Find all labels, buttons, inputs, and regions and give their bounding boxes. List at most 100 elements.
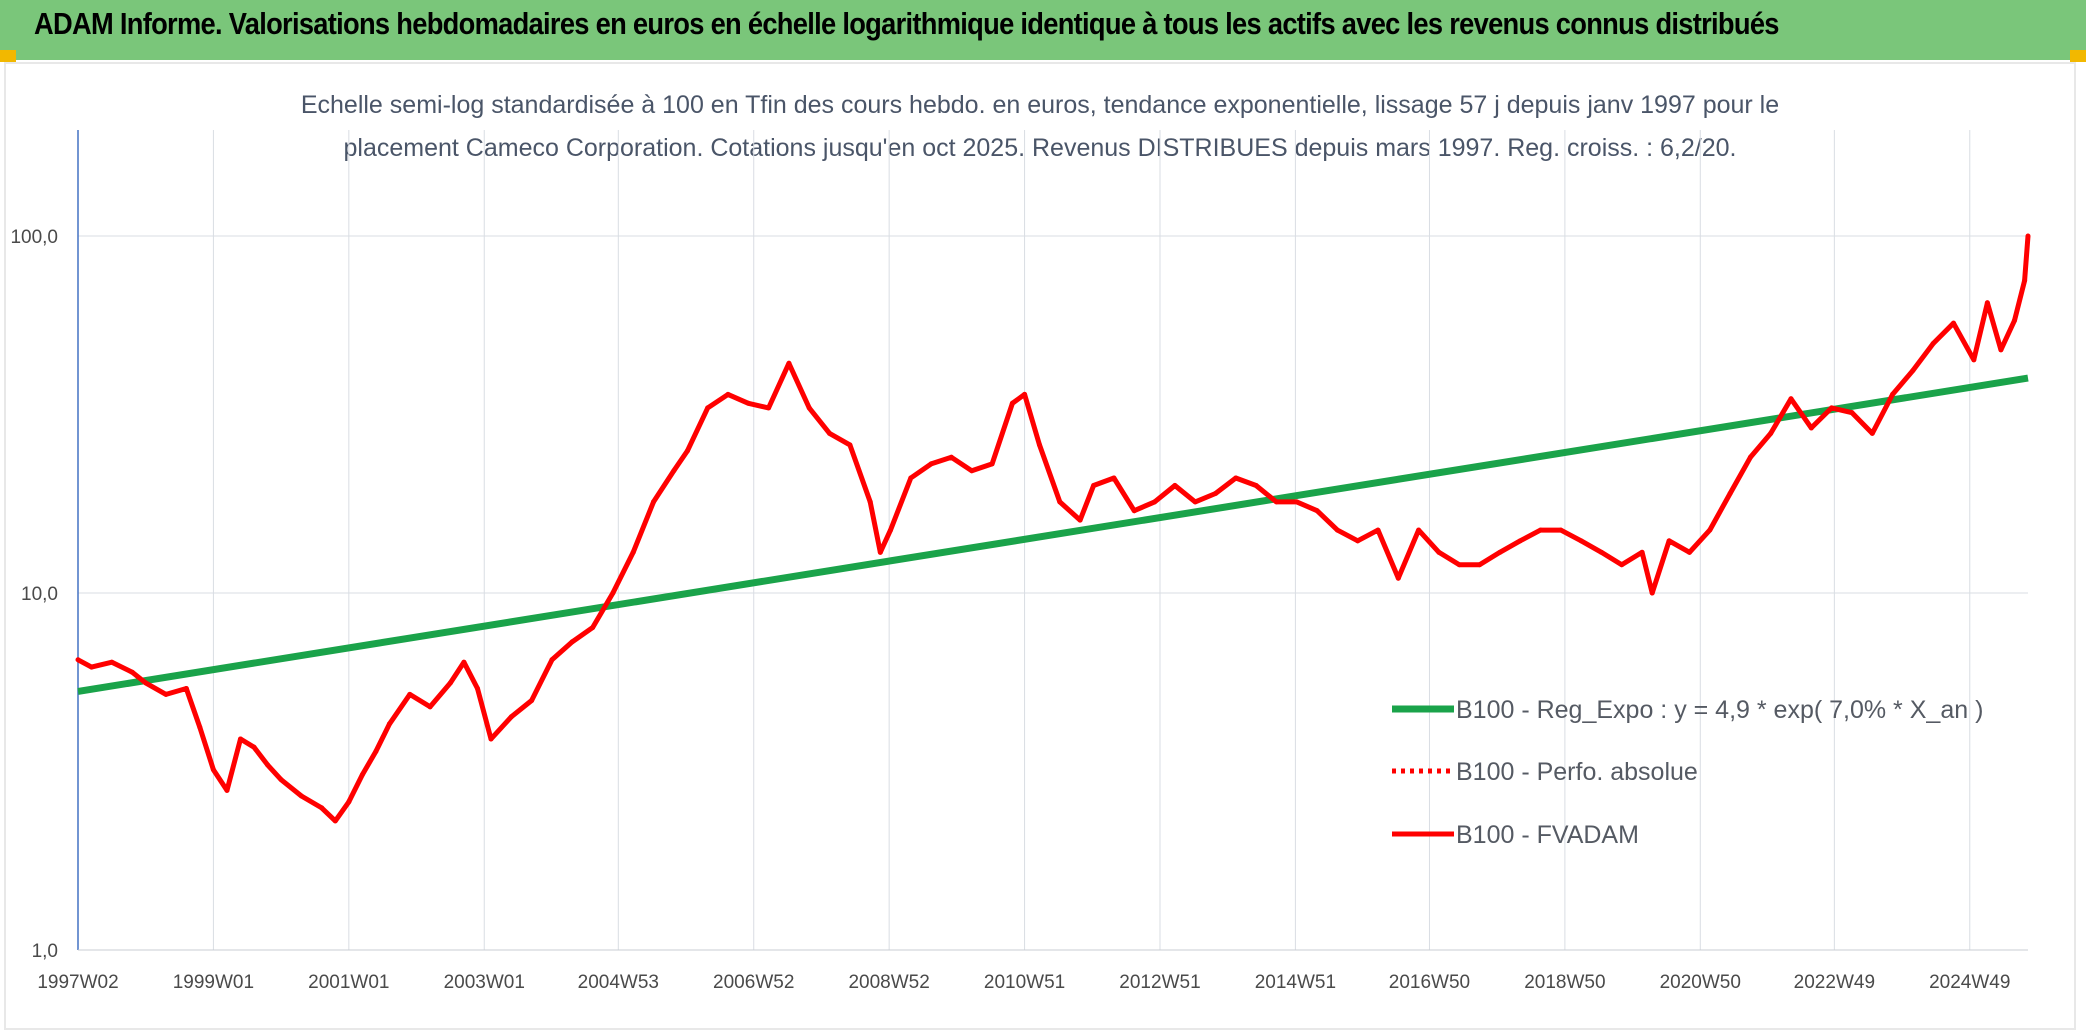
fvadam-point	[407, 691, 413, 697]
fvadam-point	[1849, 410, 1855, 416]
fvadam-point	[1192, 499, 1198, 505]
fvadam-point	[1558, 527, 1564, 533]
fvadam-point	[1971, 357, 1977, 363]
fvadam-point	[373, 748, 379, 754]
regression-line	[77, 374, 2029, 695]
fvadam-point	[386, 721, 392, 727]
fvadam-point	[630, 549, 636, 555]
fvadam-point	[827, 430, 833, 436]
fvadam-point	[447, 680, 453, 686]
fvadam-point	[474, 686, 480, 692]
fvadam-point	[143, 680, 149, 686]
fvadam-point	[1294, 499, 1300, 505]
fvadam-point	[1253, 483, 1259, 489]
fvadam-point	[1930, 340, 1936, 346]
fvadam-point	[1334, 527, 1340, 533]
fvadam-point	[806, 405, 812, 411]
corner-mark-left	[0, 50, 16, 62]
fvadam-point	[766, 405, 772, 411]
fvadam-point	[1436, 549, 1442, 555]
fvadam-point	[1707, 527, 1713, 533]
y-tick-label: 100,0	[10, 227, 58, 248]
fvadam-point	[1686, 549, 1692, 555]
fvadam-point	[1869, 430, 1875, 436]
x-tick-label: 1997W02	[37, 972, 118, 993]
fvadam-point	[1009, 400, 1015, 406]
x-tick-label: 2022W49	[1794, 972, 1875, 993]
fvadam-point	[888, 527, 893, 533]
x-tick-label: 2003W01	[444, 972, 525, 993]
fvadam-point	[1768, 430, 1774, 436]
legend-label: B100 - Perfo. absolue	[1456, 758, 1698, 786]
fvadam-point	[1057, 499, 1063, 505]
fvadam-point	[89, 664, 95, 670]
fvadam-point	[129, 669, 135, 675]
legend-label: B100 - FVADAM	[1456, 821, 1639, 849]
fvadam-point	[908, 475, 914, 481]
fvadam-point	[745, 400, 751, 406]
fvadam-point	[1666, 538, 1672, 544]
fvadam-point	[1951, 320, 1957, 326]
x-tick-label: 2016W50	[1389, 972, 1470, 993]
x-tick-label: 2020W50	[1660, 972, 1741, 993]
fvadam-point	[1213, 490, 1218, 496]
fvadam-point	[1649, 590, 1655, 596]
fvadam-point	[1111, 475, 1117, 481]
x-tick-label: 2006W52	[713, 972, 794, 993]
fvadam-point	[251, 744, 257, 750]
fvadam-point	[671, 468, 677, 474]
fvadam-point	[75, 657, 81, 663]
fvadam-point	[1375, 527, 1381, 533]
fvadam-point	[1314, 508, 1320, 514]
fvadam-point	[1456, 562, 1462, 568]
fvadam-point	[1497, 549, 1503, 555]
fvadam-point	[265, 762, 271, 768]
fvadam-point	[1619, 562, 1625, 568]
fvadam-point	[346, 799, 352, 805]
fvadam-point	[1910, 368, 1916, 373]
fvadam-point	[1788, 396, 1794, 402]
fvadam-point	[1808, 425, 1814, 431]
x-tick-label: 2004W53	[578, 972, 659, 993]
fvadam-point	[969, 468, 975, 474]
y-tick-label: 1,0	[32, 941, 58, 962]
fvadam-point	[461, 659, 467, 665]
chart-title-line-2: placement Cameco Corporation. Cotations …	[343, 134, 1737, 162]
fvadam-point	[1890, 391, 1896, 397]
fvadam-point	[1355, 538, 1361, 544]
fvadam-point	[1598, 549, 1604, 555]
fvadam-point	[1273, 499, 1279, 505]
fvadam-point	[2022, 278, 2028, 284]
x-tick-label: 2001W01	[308, 972, 389, 993]
fvadam-point	[1077, 517, 1083, 523]
fvadam-point	[1172, 483, 1178, 489]
fvadam-point	[569, 639, 575, 645]
y-tick-label: 10,0	[21, 584, 58, 605]
fvadam-point	[1639, 549, 1645, 555]
header-banner: ADAM Informe. Valorisations hebdomadaire…	[0, 0, 2086, 60]
fvadam-point	[725, 391, 731, 397]
fvadam-point	[224, 787, 230, 793]
fvadam-point	[684, 448, 690, 454]
fvadam-point	[1727, 490, 1733, 496]
fvadam-point	[1747, 454, 1753, 460]
fvadam-point	[1578, 538, 1584, 544]
fvadam-point	[1829, 405, 1835, 411]
fvadam-point	[529, 697, 535, 703]
fvadam-point	[989, 461, 995, 467]
fvadam-point	[1152, 499, 1158, 505]
fvadam-point	[1984, 300, 1990, 306]
fvadam-point	[705, 405, 711, 411]
fvadam-point	[1395, 575, 1401, 581]
fvadam-point	[1538, 527, 1543, 533]
fvadam-point	[847, 442, 853, 448]
fvadam-point	[359, 772, 365, 778]
x-tick-label: 2018W50	[1524, 972, 1605, 993]
fvadam-point	[928, 461, 934, 467]
fvadam-point	[319, 805, 325, 811]
x-tick-label: 1999W01	[173, 972, 254, 993]
x-tick-label: 2024W49	[1929, 972, 2010, 993]
x-tick-label: 2012W51	[1119, 972, 1200, 993]
fvadam-point	[877, 549, 883, 555]
fvadam-point	[488, 736, 494, 742]
